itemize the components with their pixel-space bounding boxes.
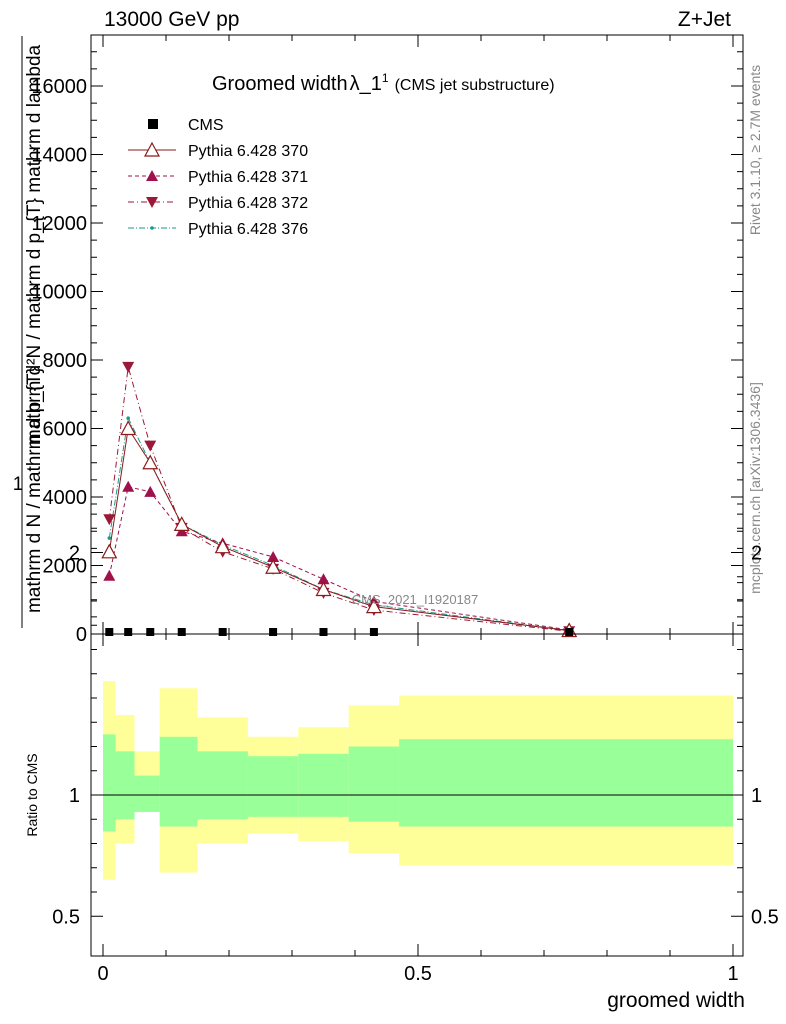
cms-data-point bbox=[105, 628, 114, 636]
ylabel-right-numerator: mathrm d²N / mathrm d p_{T} mathrm d lam… bbox=[24, 44, 45, 445]
legend-marker-cms bbox=[148, 119, 158, 129]
legend-marker-376 bbox=[150, 226, 154, 230]
rivet-label: Rivet 3.1.10, ≥ 2.7M events bbox=[747, 65, 763, 235]
ratio-y-tick-label-right: 0.5 bbox=[751, 906, 779, 928]
legend: CMS Pythia 6.428 370 Pythia 6.428 371 Py… bbox=[128, 117, 308, 238]
y-tick-label: 10000 bbox=[31, 282, 87, 304]
ylabel-numerator: 1 bbox=[13, 474, 24, 495]
data-point bbox=[214, 538, 231, 554]
ratio-band-inner bbox=[399, 739, 733, 827]
ratio-band-inner bbox=[197, 751, 248, 820]
data-point bbox=[173, 516, 190, 531]
data-point bbox=[103, 514, 116, 526]
ratio-band-inner bbox=[115, 751, 135, 820]
ratio-y-tick-label-right: 2 bbox=[751, 543, 762, 565]
mcplots-label: mcplots.cern.ch [arXiv:1306.3436] bbox=[747, 382, 763, 594]
y-tick-label: 2000 bbox=[43, 556, 88, 578]
legend-label-376: Pythia 6.428 376 bbox=[188, 221, 308, 238]
x-tick-label: 0 bbox=[97, 963, 108, 985]
cms-data-point bbox=[319, 628, 328, 636]
energy-label: 13000 GeV pp bbox=[104, 8, 239, 31]
legend-label-371: Pythia 6.428 371 bbox=[188, 169, 308, 186]
process-label: Z+Jet bbox=[678, 8, 731, 31]
cms-data-point bbox=[177, 628, 186, 636]
ratio-band-inner bbox=[247, 756, 299, 817]
y-tick-label: 14000 bbox=[31, 145, 87, 167]
data-point bbox=[142, 454, 159, 470]
data-point bbox=[126, 416, 130, 421]
data-point bbox=[101, 543, 118, 559]
y-tick-label: 16000 bbox=[31, 76, 87, 98]
ratio-ylabel: Ratio to CMS bbox=[24, 753, 40, 836]
cms-data-point bbox=[218, 628, 227, 636]
ratio-y-tick-label-right: 1 bbox=[751, 785, 762, 807]
y-tick-label: 12000 bbox=[31, 213, 87, 235]
ratio-y-tick-label: 1 bbox=[69, 785, 80, 807]
legend-label-370: Pythia 6.428 370 bbox=[188, 143, 308, 160]
cms-data-point bbox=[124, 628, 133, 636]
data-point bbox=[144, 485, 157, 497]
cms-data-point bbox=[369, 628, 378, 636]
ratio-plot: 0 0.5 1 0.5 0.5 1 1 2 2 bbox=[52, 503, 779, 985]
cms-data-point bbox=[146, 628, 155, 636]
legend-label-372: Pythia 6.428 372 bbox=[188, 195, 308, 212]
data-point bbox=[265, 558, 282, 574]
y-tick-label: 6000 bbox=[43, 419, 88, 441]
cms-data-point bbox=[565, 628, 574, 636]
xlabel: groomed width bbox=[607, 989, 745, 1012]
legend-label-cms: CMS bbox=[188, 117, 224, 134]
data-point bbox=[315, 581, 332, 597]
data-point bbox=[120, 420, 137, 436]
cms-data-point bbox=[269, 628, 278, 636]
data-point bbox=[365, 598, 382, 614]
data-point bbox=[122, 480, 135, 492]
y-tick-label: 4000 bbox=[43, 487, 88, 509]
ratio-y-tick-label: 0.5 bbox=[52, 906, 80, 928]
data-point bbox=[122, 361, 135, 373]
ratio-y-tick-label: 2 bbox=[69, 543, 80, 565]
ratio-band-inner bbox=[348, 746, 400, 822]
ratio-band-inner bbox=[159, 736, 198, 827]
ratio-band-inner bbox=[103, 734, 116, 832]
legend-marker-372 bbox=[146, 197, 158, 208]
data-point bbox=[317, 573, 330, 585]
ratio-band-inner bbox=[298, 753, 349, 817]
y-tick-label: 0 bbox=[76, 624, 87, 646]
ratio-frame bbox=[90, 633, 744, 957]
data-point bbox=[107, 536, 112, 540]
main-plot: 0 2000 4000 6000 8000 10000 12000 14000 16000 bbox=[31, 34, 744, 646]
legend-marker-370 bbox=[143, 141, 161, 157]
plot-title: Groomed width λ_11 (CMS jet substructure) bbox=[212, 71, 555, 95]
analysis-watermark: CMS_2021_I1920187 bbox=[352, 592, 479, 607]
data-point bbox=[144, 440, 157, 452]
ylabel-denominator: mathrm d N / mathrm d p_{T} bbox=[24, 367, 45, 613]
series-line bbox=[108, 366, 570, 632]
x-tick-label: 0.5 bbox=[404, 963, 432, 985]
series-line bbox=[108, 486, 570, 631]
legend-marker-371 bbox=[146, 170, 158, 181]
data-point bbox=[103, 569, 116, 581]
ratio-band-inner bbox=[134, 775, 160, 812]
x-tick-label: 1 bbox=[727, 963, 738, 985]
y-tick-label: 8000 bbox=[43, 350, 88, 372]
data-point bbox=[267, 550, 280, 562]
